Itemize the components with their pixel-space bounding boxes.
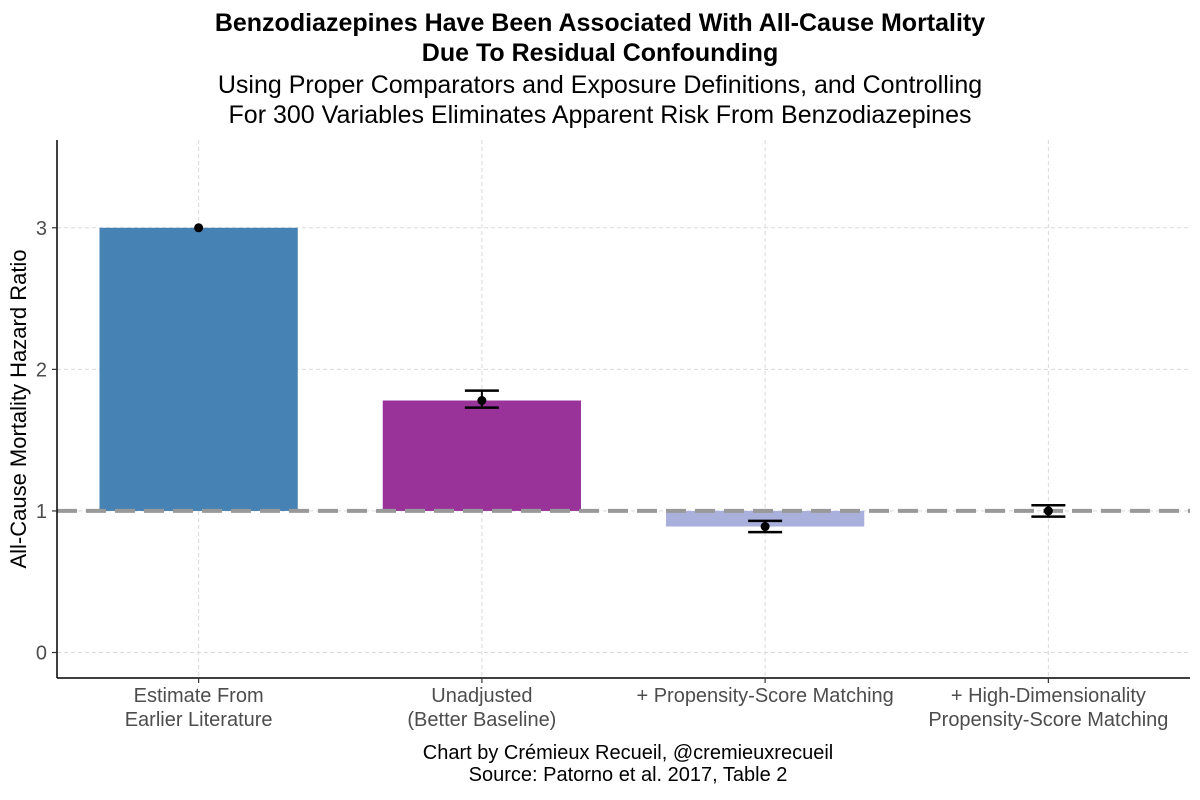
bar-0 [99, 227, 298, 511]
data-point-0 [194, 223, 204, 233]
caption-source: Source: Patorno et al. 2017, Table 2 [468, 764, 788, 786]
x-tick-label-line: + High-Dimensionality [951, 685, 1146, 707]
y-tick-label-0: 0 [36, 643, 47, 665]
chart-subtitle-line-1: Using Proper Comparators and Exposure De… [217, 71, 983, 99]
data-point-2 [760, 522, 770, 532]
y-tick-label-3: 3 [36, 218, 47, 240]
x-tick-label-line: Propensity-Score Matching [928, 709, 1168, 731]
y-tick-label-1: 1 [36, 501, 47, 523]
chart-title: Benzodiazepines Have Been Associated Wit… [0, 8, 1200, 68]
x-tick-label-line: + Propensity-Score Matching [636, 685, 893, 707]
x-tick-label-line: Earlier Literature [125, 709, 273, 731]
chart-title-line-1: Benzodiazepines Have Been Associated Wit… [214, 9, 986, 37]
bar-2 [665, 510, 865, 527]
x-tick-label-1: Unadjusted (Better Baseline) [407, 685, 556, 731]
chart-title-line-2: Due To Residual Confounding [421, 39, 779, 67]
chart-subtitle: Using Proper Comparators and Exposure De… [0, 70, 1200, 130]
caption-credit: Chart by Crémieux Recueil, @cremieuxrecu… [422, 742, 834, 764]
x-tick-label-3: + High-Dimensionality Propensity-Score Ma… [928, 685, 1168, 731]
data-point-3 [1043, 506, 1053, 516]
y-axis-title: All-Cause Mortality Hazard Ratio [6, 249, 31, 568]
y-tick-label-2: 2 [36, 359, 47, 381]
x-tick-label-2: + Propensity-Score Matching [636, 685, 893, 707]
bar-1 [382, 400, 582, 511]
chart-caption: Chart by Crémieux Recueil, @cremieuxrecu… [0, 742, 1200, 786]
chart-subtitle-line-2: For 300 Variables Eliminates Apparent Ri… [228, 101, 972, 129]
x-tick-label-line: Estimate From [134, 685, 264, 707]
x-tick-label-0: Estimate From Earlier Literature [125, 685, 273, 731]
x-tick-label-line: (Better Baseline) [407, 709, 556, 731]
x-tick-label-line: Unadjusted [431, 685, 532, 707]
data-point-1 [477, 396, 487, 406]
